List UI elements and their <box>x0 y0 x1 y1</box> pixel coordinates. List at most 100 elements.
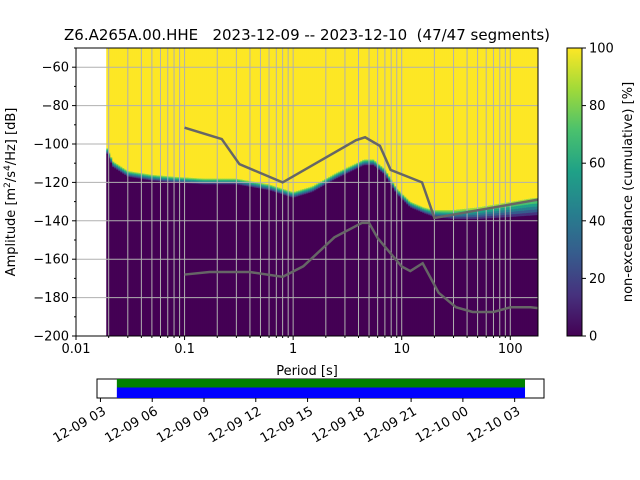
heat-col-203-band-5 <box>512 214 515 218</box>
heat-col-189-low <box>484 218 487 336</box>
heat-col-155-band-2 <box>416 206 419 208</box>
heat-col-133-band-2 <box>372 161 375 163</box>
heat-col-198-band-2 <box>502 207 505 211</box>
heat-col-192-band-5 <box>490 215 493 219</box>
heat-col-95-band-5 <box>296 195 299 197</box>
heat-col-11-band-4 <box>128 174 131 177</box>
heat-col-88-low <box>282 194 285 336</box>
heat-col-61-band-0 <box>228 178 231 180</box>
heat-col-68-low <box>242 185 245 336</box>
heat-col-100-band-3 <box>306 190 309 192</box>
heat-col-149-band-5 <box>404 201 407 203</box>
heat-col-91-band-2 <box>288 192 291 194</box>
heat-col-26-band-3 <box>158 178 161 180</box>
heat-col-179-low <box>464 218 467 336</box>
heat-col-175-high <box>456 48 459 210</box>
heat-col-29-band-0 <box>164 175 167 178</box>
heat-col-8-band-0 <box>122 167 125 170</box>
heat-col-6-band-1 <box>118 166 121 168</box>
heat-col-105-band-2 <box>316 185 319 187</box>
heat-col-139-band-0 <box>384 169 387 171</box>
heat-col-117-band-3 <box>340 173 343 175</box>
heat-col-138-band-2 <box>382 169 385 171</box>
heat-col-18-low <box>142 179 145 336</box>
heat-col-62-band-0 <box>230 178 233 180</box>
heat-col-47-band-5 <box>200 183 203 185</box>
heat-col-2-band-0 <box>110 157 113 159</box>
heat-col-72-band-3 <box>250 184 253 186</box>
heat-col-157-band-1 <box>420 207 423 209</box>
timeline-tick-label-4: 12-09 15 <box>258 404 316 446</box>
heat-col-15-band-0 <box>136 172 139 174</box>
heat-col-177-band-0 <box>460 209 463 212</box>
heat-col-31-high <box>168 48 171 177</box>
heat-col-13-band-0 <box>132 171 135 174</box>
heat-col-100-band-1 <box>306 188 309 190</box>
heat-col-32-band-1 <box>170 177 173 179</box>
heat-col-214-low <box>534 215 537 336</box>
heat-col-181-band-3 <box>468 213 471 216</box>
heat-col-62-band-1 <box>230 179 233 181</box>
heat-col-203-band-3 <box>512 209 515 212</box>
heat-col-80-band-4 <box>266 187 269 190</box>
heat-col-77-low <box>260 188 263 336</box>
heat-col-26-high <box>158 48 161 176</box>
y-tick-label-4: −140 <box>33 214 69 229</box>
heat-col-211-band-5 <box>528 212 531 216</box>
heat-col-146-band-0 <box>398 190 401 192</box>
heat-col-61-band-2 <box>228 180 231 182</box>
heat-col-115-band-0 <box>336 172 339 174</box>
heat-col-170-band-5 <box>446 216 449 219</box>
heat-col-112-band-1 <box>330 176 333 178</box>
heat-col-137-band-1 <box>380 166 383 169</box>
heat-col-191-band-0 <box>488 205 491 208</box>
heat-col-133-band-0 <box>372 159 375 161</box>
heat-col-1-band-1 <box>108 153 111 155</box>
heat-col-182-band-0 <box>470 208 473 211</box>
heat-col-168-low <box>442 217 445 336</box>
heat-col-172-band-4 <box>450 215 453 218</box>
heat-col-174-band-0 <box>454 209 457 212</box>
heat-col-207-band-1 <box>520 202 523 206</box>
heat-col-153-band-5 <box>412 207 415 209</box>
heat-col-12-band-4 <box>130 175 133 177</box>
heat-col-121-low <box>348 172 351 336</box>
heat-col-61-band-1 <box>228 179 231 181</box>
heat-col-181-band-4 <box>468 215 471 218</box>
heat-col-134-band-1 <box>374 161 377 164</box>
heat-col-48-band-2 <box>202 180 205 182</box>
heat-col-170-band-1 <box>446 211 449 214</box>
heat-col-189-band-5 <box>484 216 487 219</box>
heat-col-41-band-2 <box>188 179 191 181</box>
heat-col-66-band-1 <box>238 180 241 182</box>
heat-col-66-high <box>238 48 241 180</box>
heat-col-118-band-5 <box>342 174 345 176</box>
heat-col-24-band-2 <box>154 176 157 179</box>
heat-col-167-high <box>440 48 443 210</box>
heat-col-101-high <box>308 48 311 188</box>
heat-col-100-band-0 <box>306 187 309 190</box>
heat-col-189-band-4 <box>484 214 487 217</box>
heat-col-37-band-3 <box>180 179 183 182</box>
colorbar-tick-label-4: 80 <box>589 99 606 114</box>
heat-col-91-high <box>288 48 291 191</box>
heat-col-13-band-3 <box>132 174 135 176</box>
heat-col-105-band-4 <box>316 187 319 189</box>
heat-col-126-band-1 <box>358 162 361 164</box>
heat-col-162-high <box>430 48 433 210</box>
heat-col-69-band-5 <box>244 184 247 187</box>
heat-col-202-band-1 <box>510 204 513 208</box>
heat-col-75-low <box>256 188 259 336</box>
heat-col-0-band-2 <box>106 150 109 152</box>
heat-col-32-band-0 <box>170 176 173 178</box>
heat-col-62-band-2 <box>230 180 233 182</box>
heat-col-110-band-5 <box>326 182 329 184</box>
heat-col-67-band-4 <box>240 183 243 185</box>
heat-col-136-band-1 <box>378 165 381 167</box>
heat-col-127-band-1 <box>360 161 363 163</box>
heat-col-176-low <box>458 218 461 336</box>
heat-col-54-low <box>214 184 217 336</box>
heat-col-144-band-5 <box>394 190 397 192</box>
heat-col-84-band-0 <box>274 186 277 188</box>
heat-col-200-low <box>506 217 509 336</box>
